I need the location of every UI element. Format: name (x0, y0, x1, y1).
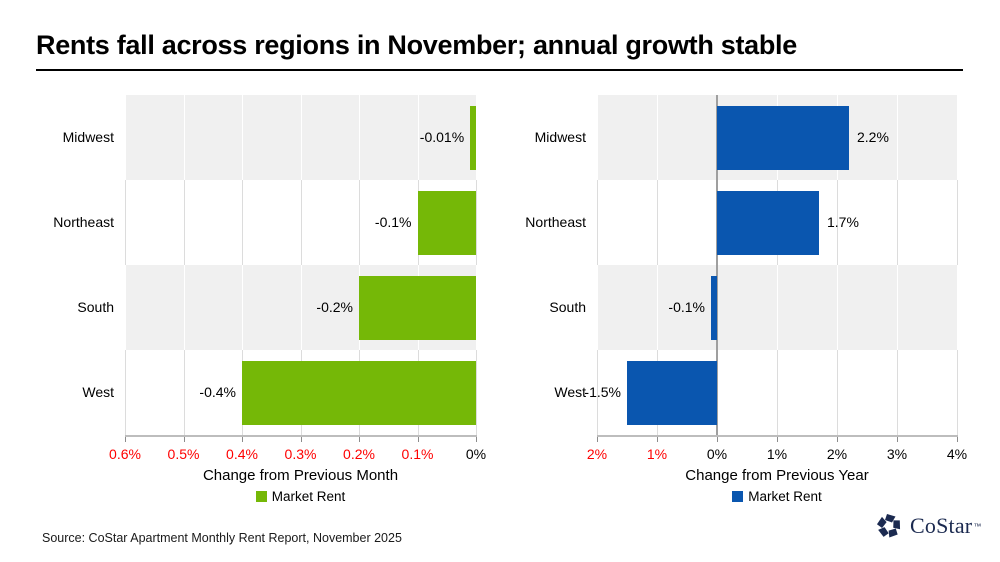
value-label: 1.7% (827, 213, 859, 230)
x-axis-tick (476, 437, 477, 442)
source-note: Source: CoStar Apartment Monthly Rent Re… (42, 531, 402, 545)
zero-axis-line (716, 95, 718, 435)
category-label: Midwest (534, 128, 586, 145)
x-axis-tick-label: 0% (465, 446, 487, 462)
legend: Market Rent (597, 489, 957, 504)
gridline (837, 95, 838, 435)
legend-label: Market Rent (271, 489, 346, 504)
x-axis-tick-label: 0.5% (167, 446, 200, 462)
x-axis-tick-label: 2% (826, 446, 848, 462)
page-title: Rents fall across regions in November; a… (36, 30, 797, 60)
bar-midwest (470, 105, 476, 170)
x-axis-tick (242, 437, 243, 442)
costar-trademark: ™ (973, 521, 982, 531)
category-label: South (549, 298, 586, 315)
x-axis-tick-label: 1% (646, 446, 668, 462)
value-label: -0.1% (374, 213, 412, 230)
x-axis-title: Change from Previous Year (685, 467, 869, 484)
x-axis-tick (897, 437, 898, 442)
x-axis-tick (837, 437, 838, 442)
x-axis-tick-label: 0.3% (284, 446, 317, 462)
gridline (417, 95, 419, 435)
gridline (777, 95, 778, 435)
value-label: -0.01% (419, 128, 465, 145)
gridline (125, 95, 126, 435)
gridline (300, 95, 302, 435)
value-label: -1.5% (584, 383, 621, 400)
gridline (957, 95, 958, 435)
category-label: West (554, 383, 586, 400)
x-axis-tick (125, 437, 126, 442)
x-axis-tick (183, 437, 185, 442)
value-label: 2.2% (857, 128, 889, 145)
legend: Market Rent (125, 489, 476, 504)
bar-midwest (717, 105, 849, 170)
x-axis-tick-label: 3% (886, 446, 908, 462)
title-underline (36, 69, 963, 71)
legend-swatch (255, 491, 267, 502)
gridline (597, 95, 598, 435)
value-label: -0.4% (199, 383, 236, 400)
category-label: West (82, 383, 114, 400)
value-label: -0.1% (668, 298, 705, 315)
x-axis-tick (417, 437, 419, 442)
x-axis-line (597, 435, 958, 437)
bar-west (627, 360, 717, 425)
category-label: Midwest (62, 128, 114, 145)
x-axis-tick (657, 437, 658, 442)
category-label: Northeast (53, 213, 114, 230)
x-axis-tick (957, 437, 958, 442)
x-axis-tick (597, 437, 598, 442)
x-axis-tick-label: 0.2% (343, 446, 375, 462)
bar-west (242, 360, 476, 425)
bar-south (359, 275, 476, 340)
costar-logo: CoStar ™ (875, 512, 981, 540)
x-axis-tick-label: 2% (586, 446, 608, 462)
x-axis-tick-label: 1% (766, 446, 788, 462)
x-axis-tick (300, 437, 302, 442)
bar-northeast (417, 190, 476, 255)
category-label: South (77, 298, 114, 315)
x-axis-line (125, 435, 477, 437)
gridline (657, 95, 658, 435)
costar-pinwheel-icon (876, 514, 901, 538)
x-axis-tick-label: 0% (706, 446, 728, 462)
x-axis-tick-label: 0.1% (401, 446, 434, 462)
x-axis-tick-label: 4% (946, 446, 968, 462)
value-label: -0.2% (316, 298, 353, 315)
bar-northeast (717, 190, 819, 255)
bar-south (711, 275, 717, 340)
x-axis-tick-label: 0.4% (226, 446, 258, 462)
costar-logo-text: CoStar (910, 513, 973, 538)
gridline (359, 95, 360, 435)
gridline (242, 95, 243, 435)
gridline (897, 95, 898, 435)
x-axis-tick (777, 437, 778, 442)
gridline (476, 95, 477, 435)
category-label: Northeast (525, 213, 586, 230)
x-axis-title: Change from Previous Month (202, 467, 399, 484)
legend-label: Market Rent (748, 489, 822, 504)
x-axis-tick (359, 437, 360, 442)
legend-swatch (732, 491, 744, 502)
x-axis-tick (717, 437, 718, 442)
gridline (183, 95, 185, 435)
x-axis-tick-label: 0.6% (109, 446, 141, 462)
